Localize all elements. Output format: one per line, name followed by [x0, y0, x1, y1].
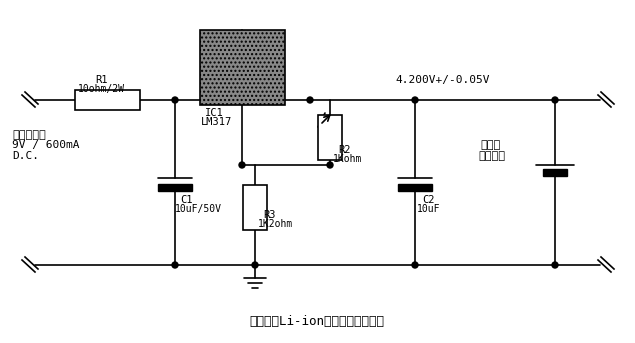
Bar — [75, 90, 140, 110]
Circle shape — [172, 97, 178, 103]
Text: 锂离子: 锂离子 — [480, 140, 500, 150]
Text: 最简单的Li-ion电池用标准充电器: 最简单的Li-ion电池用标准充电器 — [250, 315, 385, 328]
Text: C1: C1 — [180, 195, 192, 205]
Bar — [543, 169, 567, 176]
Text: R3: R3 — [263, 210, 276, 220]
Circle shape — [552, 262, 558, 268]
Text: 10uF/50V: 10uF/50V — [175, 204, 222, 214]
Text: IC1: IC1 — [205, 108, 224, 118]
Circle shape — [412, 262, 418, 268]
Text: 1Kohm: 1Kohm — [333, 154, 363, 164]
Text: R1: R1 — [95, 75, 107, 85]
Text: 电源输入：: 电源输入： — [12, 130, 46, 140]
Text: 1K2ohm: 1K2ohm — [258, 219, 293, 229]
Circle shape — [239, 162, 245, 168]
Circle shape — [327, 162, 333, 168]
Bar — [200, 30, 285, 105]
Text: 4.200V+/-0.05V: 4.200V+/-0.05V — [395, 75, 490, 85]
Bar — [318, 115, 342, 160]
Text: 10uF: 10uF — [417, 204, 441, 214]
Text: 9V / 600mA: 9V / 600mA — [12, 140, 79, 150]
Text: D.C.: D.C. — [12, 151, 39, 161]
Text: C2: C2 — [422, 195, 434, 205]
Text: R2: R2 — [338, 145, 351, 155]
Circle shape — [552, 97, 558, 103]
Text: 充电电池: 充电电池 — [478, 151, 505, 161]
Text: 10ohm/2W: 10ohm/2W — [78, 84, 125, 94]
Text: LM317: LM317 — [201, 117, 232, 127]
Bar — [243, 185, 267, 230]
Circle shape — [172, 262, 178, 268]
Circle shape — [252, 262, 258, 268]
Circle shape — [412, 97, 418, 103]
Circle shape — [307, 97, 313, 103]
Bar — [158, 184, 192, 191]
Bar — [398, 184, 432, 191]
